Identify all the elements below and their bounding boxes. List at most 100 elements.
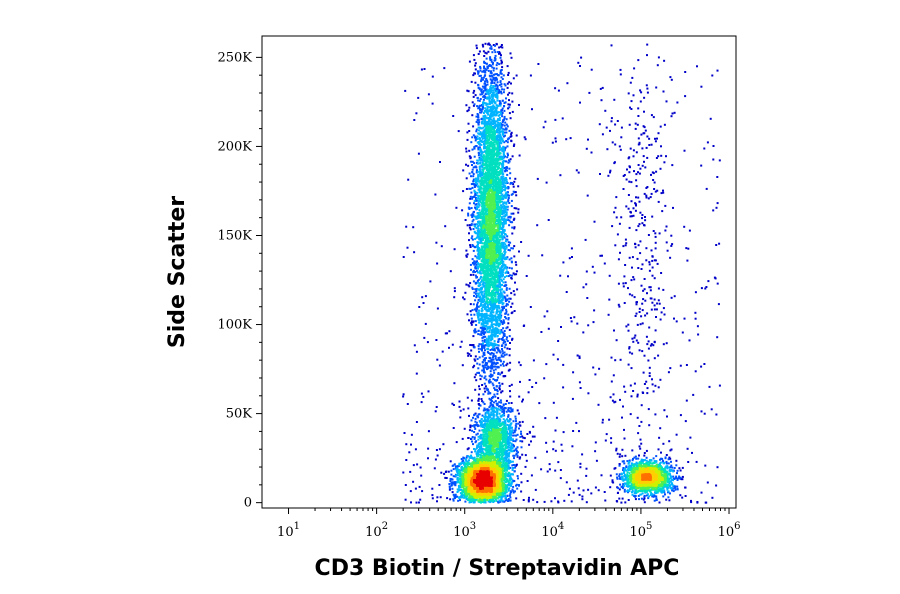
event-dot bbox=[643, 494, 646, 497]
event-dot bbox=[672, 484, 675, 487]
event-dot bbox=[490, 47, 493, 50]
event-dot bbox=[501, 321, 504, 324]
event-dot bbox=[509, 182, 512, 185]
event-dot bbox=[615, 339, 618, 342]
event-dot bbox=[504, 194, 507, 196]
event-dot bbox=[485, 378, 488, 381]
event-dot bbox=[507, 187, 510, 190]
event-dot bbox=[488, 331, 491, 334]
event-dot bbox=[628, 171, 631, 174]
event-dot bbox=[488, 375, 491, 378]
event-dot bbox=[478, 238, 481, 241]
event-dot bbox=[492, 67, 495, 70]
event-dot bbox=[487, 360, 490, 363]
event-dot bbox=[571, 256, 573, 258]
event-dot bbox=[470, 399, 473, 402]
event-dot bbox=[588, 91, 591, 94]
event-dot bbox=[479, 165, 482, 168]
event-dot bbox=[483, 122, 486, 125]
event-dot bbox=[476, 70, 479, 73]
event-dot bbox=[585, 147, 588, 150]
event-dot bbox=[494, 329, 497, 332]
event-dot bbox=[474, 135, 477, 138]
event-dot bbox=[531, 435, 534, 438]
event-dot bbox=[527, 391, 530, 394]
event-dot bbox=[492, 104, 495, 107]
event-dot bbox=[492, 369, 495, 372]
event-dot bbox=[490, 321, 493, 324]
event-dot bbox=[476, 288, 479, 291]
event-dot bbox=[431, 102, 434, 105]
event-dot bbox=[474, 62, 477, 65]
event-dot bbox=[601, 418, 604, 421]
event-dot bbox=[497, 317, 500, 320]
event-dot bbox=[684, 95, 687, 98]
event-dot bbox=[705, 286, 708, 288]
event-dot bbox=[643, 110, 645, 113]
event-dot bbox=[510, 135, 513, 138]
event-dot bbox=[496, 143, 499, 146]
event-dot bbox=[679, 476, 682, 479]
event-dot bbox=[509, 424, 512, 427]
event-dot bbox=[463, 494, 466, 497]
event-dot bbox=[644, 314, 647, 317]
event-dot bbox=[467, 437, 470, 439]
event-dot bbox=[512, 434, 515, 437]
event-dot bbox=[472, 273, 475, 276]
event-dot bbox=[677, 477, 680, 479]
event-dot bbox=[614, 400, 617, 403]
event-dot bbox=[477, 329, 480, 332]
event-dot bbox=[637, 494, 640, 497]
event-dot bbox=[508, 385, 511, 387]
event-dot bbox=[483, 295, 486, 298]
event-dot bbox=[469, 195, 472, 198]
event-dot bbox=[676, 479, 679, 481]
event-dot bbox=[492, 92, 495, 94]
event-dot bbox=[481, 43, 484, 46]
event-dot bbox=[468, 239, 470, 242]
event-dot bbox=[456, 476, 459, 479]
event-dot bbox=[646, 156, 649, 159]
event-dot bbox=[512, 290, 515, 293]
event-dot bbox=[494, 379, 496, 382]
event-dot bbox=[481, 260, 484, 263]
event-dot bbox=[476, 96, 479, 99]
event-dot bbox=[509, 158, 512, 161]
event-dot bbox=[494, 95, 497, 98]
event-dot bbox=[476, 229, 479, 232]
event-dot bbox=[507, 420, 510, 423]
event-dot bbox=[621, 455, 624, 458]
event-dot bbox=[487, 122, 490, 125]
event-dot bbox=[667, 466, 670, 469]
event-dot bbox=[611, 479, 614, 482]
event-dot bbox=[681, 331, 684, 334]
event-dot bbox=[480, 425, 483, 428]
event-dot bbox=[510, 247, 513, 250]
event-dot bbox=[480, 293, 483, 296]
event-dot bbox=[503, 276, 506, 279]
event-dot bbox=[485, 312, 488, 315]
event-dot bbox=[483, 426, 486, 429]
event-dot bbox=[478, 157, 481, 159]
event-dot bbox=[666, 249, 669, 252]
event-dot bbox=[484, 319, 487, 322]
event-dot bbox=[486, 344, 489, 346]
event-dot bbox=[507, 369, 510, 372]
event-dot bbox=[483, 424, 486, 427]
event-dot bbox=[424, 295, 427, 298]
event-dot bbox=[631, 266, 633, 269]
event-dot bbox=[485, 322, 488, 325]
event-dot bbox=[509, 459, 512, 462]
event-dot bbox=[478, 356, 481, 359]
event-dot bbox=[644, 459, 646, 462]
event-dot bbox=[507, 465, 510, 468]
event-dot bbox=[651, 495, 654, 498]
event-dot bbox=[490, 408, 493, 411]
event-dot bbox=[431, 75, 434, 78]
event-dot bbox=[487, 308, 490, 311]
event-dot bbox=[500, 216, 503, 219]
event-dot bbox=[451, 478, 454, 481]
event-dot bbox=[522, 325, 525, 327]
event-dot bbox=[620, 501, 623, 504]
event-dot bbox=[489, 106, 492, 109]
